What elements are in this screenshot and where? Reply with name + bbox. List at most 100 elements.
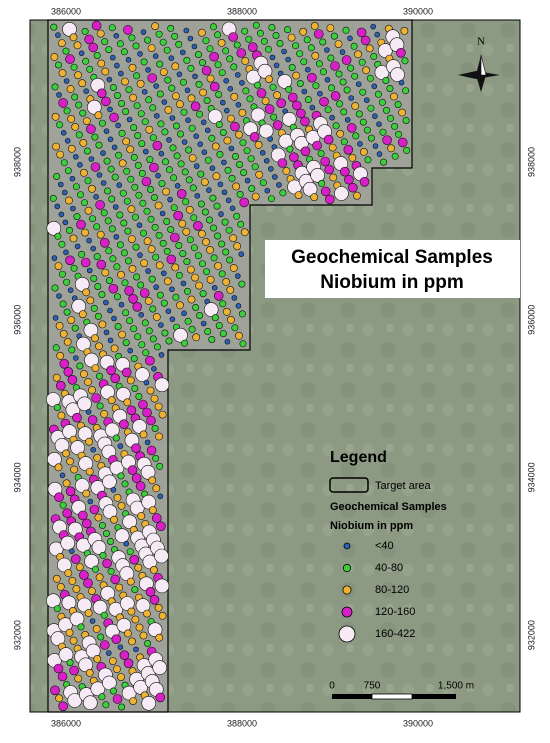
- sample-point: [123, 398, 132, 407]
- sample-point: [87, 415, 98, 425]
- sample-point: [119, 419, 129, 430]
- sample-point: [396, 47, 406, 58]
- sample-point: [186, 265, 195, 274]
- sample-point: [144, 36, 152, 44]
- sample-point: [81, 27, 89, 35]
- sample-point: [143, 148, 149, 155]
- sample-point: [133, 72, 141, 80]
- sample-point: [127, 205, 136, 214]
- sample-point: [351, 72, 359, 80]
- sample-point: [65, 255, 75, 266]
- sample-point: [67, 287, 74, 294]
- sample-point: [336, 129, 345, 138]
- sample-point: [235, 273, 241, 279]
- sample-point: [173, 152, 181, 160]
- sample-point: [85, 668, 94, 677]
- sample-point: [130, 153, 138, 161]
- sample-point: [200, 119, 207, 126]
- sample-point: [58, 617, 73, 633]
- sample-point: [63, 107, 71, 115]
- sample-point: [324, 194, 335, 205]
- sample-point: [70, 264, 78, 272]
- sample-point: [92, 625, 101, 633]
- sample-point: [90, 446, 96, 453]
- sample-point: [98, 290, 106, 298]
- sample-point: [267, 136, 274, 142]
- sample-point: [106, 76, 113, 83]
- sample-point: [264, 187, 271, 194]
- sample-point: [199, 88, 207, 97]
- sample-point: [154, 402, 163, 411]
- sample-point: [96, 372, 104, 380]
- sample-point: [91, 133, 99, 141]
- sample-point: [80, 370, 88, 378]
- sample-point: [164, 76, 172, 84]
- sample-point: [199, 59, 207, 67]
- sample-point: [228, 32, 238, 42]
- sample-point: [73, 41, 82, 50]
- sample-point: [86, 267, 93, 274]
- sample-point: [397, 137, 408, 148]
- sample-point: [390, 67, 405, 82]
- sample-point: [91, 393, 101, 403]
- sample-point: [169, 286, 175, 293]
- sample-point: [70, 205, 76, 212]
- sample-point: [151, 223, 159, 231]
- sample-point: [78, 250, 86, 258]
- sample-point: [116, 386, 131, 402]
- sample-point: [252, 21, 260, 29]
- sample-point: [230, 121, 240, 132]
- sample-point: [90, 681, 106, 697]
- sample-point: [59, 300, 67, 308]
- sample-point: [221, 189, 228, 196]
- sample-point: [84, 609, 93, 617]
- sample-point: [173, 122, 181, 130]
- sample-point: [139, 288, 150, 298]
- sample-point: [95, 573, 104, 582]
- sample-point: [66, 226, 74, 234]
- sample-point: [81, 199, 89, 207]
- sample-point: [80, 257, 91, 268]
- sample-point: [327, 54, 335, 62]
- sample-point: [88, 184, 96, 193]
- title-box: [265, 240, 520, 298]
- y-coord-label: 938000: [12, 147, 22, 177]
- sample-point: [74, 243, 81, 250]
- legend-subtitle: Niobium in ppm: [330, 520, 413, 532]
- sample-point: [117, 501, 126, 510]
- sample-point: [320, 156, 331, 167]
- sample-point: [95, 200, 105, 210]
- sample-point: [117, 673, 125, 681]
- sample-point: [301, 88, 308, 95]
- sample-point: [353, 191, 361, 200]
- sample-point: [146, 386, 155, 395]
- sample-point: [215, 121, 223, 129]
- sample-point: [300, 58, 308, 66]
- sample-point: [220, 99, 226, 106]
- sample-point: [192, 73, 198, 80]
- sample-point: [58, 39, 66, 47]
- sample-point: [56, 582, 65, 591]
- sample-point: [145, 67, 151, 73]
- sample-point: [218, 240, 226, 248]
- sample-point: [98, 693, 106, 701]
- sample-point: [143, 207, 151, 215]
- sample-point: [135, 392, 143, 400]
- sample-point: [77, 623, 85, 631]
- sample-point: [161, 270, 167, 277]
- sample-point: [138, 399, 148, 410]
- sample-point: [69, 636, 78, 645]
- sample-point: [83, 88, 89, 94]
- sample-point: [137, 51, 143, 57]
- sample-point: [282, 167, 291, 175]
- sample-point: [123, 658, 134, 669]
- sample-point: [182, 227, 191, 236]
- sample-point: [152, 660, 167, 675]
- sample-point: [323, 134, 334, 145]
- sample-point: [313, 29, 324, 39]
- sample-point: [65, 54, 75, 64]
- sample-point: [156, 462, 164, 470]
- legend-label: Target area: [375, 480, 432, 492]
- sample-point: [359, 88, 367, 96]
